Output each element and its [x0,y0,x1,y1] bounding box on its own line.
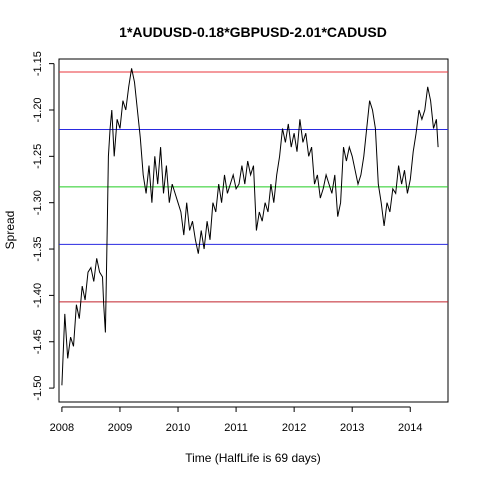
y-tick-label: -1.35 [32,237,44,262]
x-tick-label: 2008 [50,422,74,434]
x-tick-label: 2009 [108,422,132,434]
y-tick-label: -1.40 [32,283,44,308]
x-tick-label: 2012 [282,422,306,434]
plot-box [58,58,449,403]
y-tick-label: -1.25 [32,144,44,169]
x-tick-label: 2013 [340,422,364,434]
x-tick-label: 2010 [166,422,190,434]
x-tick-label: 2011 [224,422,248,434]
y-tick-label: -1.20 [32,97,44,122]
x-tick-label: 2014 [398,422,422,434]
y-axis: -1.15 -1.20 -1.25 -1.30 -1.35 -1.40 -1.45 -1.50 [32,51,55,401]
reference-lines [59,71,448,303]
y-tick-label: -1.30 [32,190,44,215]
y-tick-label: -1.45 [32,329,44,354]
spread-line [61,68,439,386]
x-axis-label: Time (HalfLife is 69 days) [185,451,321,465]
y-tick-label: -1.15 [32,51,44,76]
y-axis-label: Spread [3,211,17,250]
y-tick-label: -1.50 [32,376,44,401]
x-axis: 2008 2009 2010 2011 2012 2013 2014 [50,406,423,434]
chart-title: 1*AUDUSD-0.18*GBPUSD-2.01*CADUSD [119,24,387,40]
